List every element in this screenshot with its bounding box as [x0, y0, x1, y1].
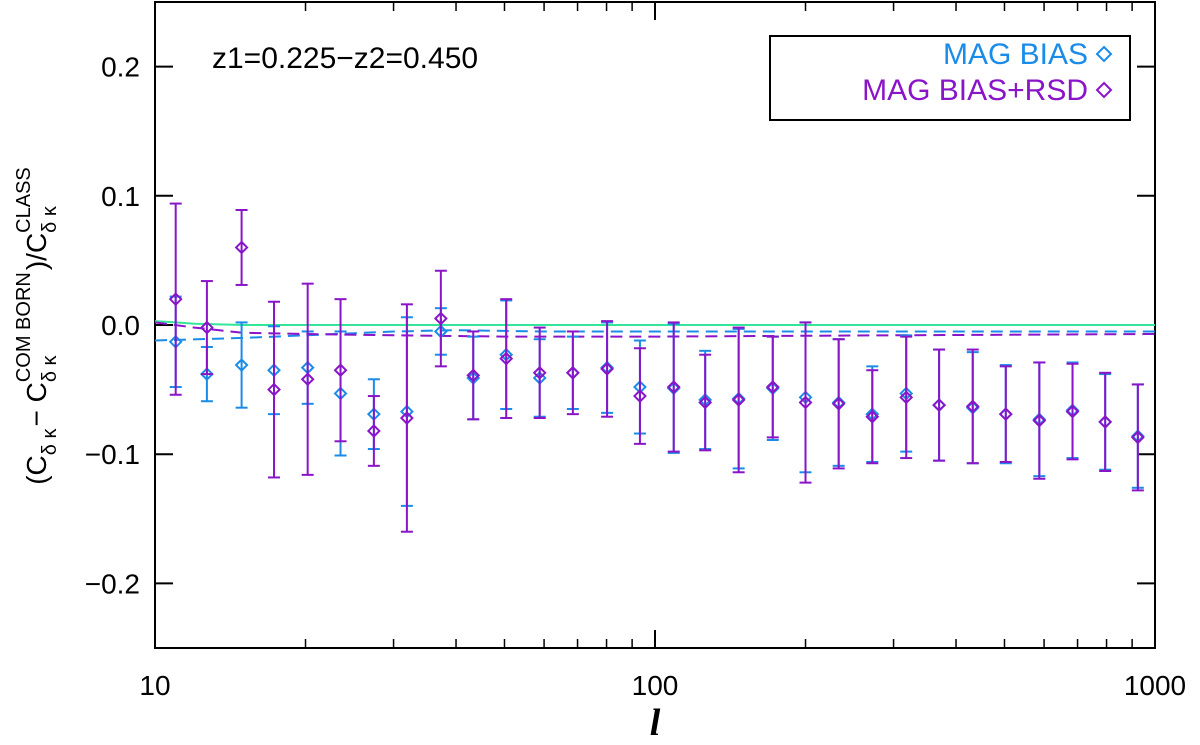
marker [633, 389, 647, 403]
marker [532, 365, 547, 380]
y-label-sub: δ κ [39, 428, 61, 456]
error-bar [866, 369, 879, 465]
error-bar [235, 209, 248, 286]
marker [765, 380, 780, 394]
marker [1032, 413, 1047, 428]
error-bar [1131, 383, 1144, 492]
x-tick-label: 100 [632, 670, 679, 701]
legend-label: MAG BIAS+RSD [862, 74, 1088, 107]
x-tick-label: 10 [139, 670, 170, 701]
reference-line [154, 320, 1155, 326]
marker [199, 320, 214, 335]
x-axis-label: l [650, 702, 661, 744]
error-bar [467, 330, 480, 421]
legend-box [769, 35, 1131, 121]
marker [433, 311, 448, 326]
y-label-text: (C [21, 455, 52, 485]
marker [466, 368, 481, 383]
y-label-text: )/C [21, 233, 52, 270]
marker [300, 372, 315, 387]
x-tick-label: 1000 [1124, 670, 1186, 701]
error-bar [633, 347, 646, 445]
y-label-sub: δ κ [39, 354, 61, 382]
marker [267, 382, 281, 397]
marker [600, 362, 615, 376]
marker [199, 367, 214, 382]
marker [499, 351, 514, 366]
y-tick-label: 0.1 [101, 181, 140, 212]
marker [998, 407, 1013, 422]
marker [1098, 414, 1113, 429]
error-bar [434, 269, 447, 368]
y-label-sup: COM BORN [13, 272, 35, 382]
reference-line [154, 329, 1155, 342]
marker [234, 240, 249, 255]
y-tick-label: −0.1 [85, 439, 140, 470]
marker [831, 396, 846, 411]
error-bar [367, 395, 380, 467]
error-bar [1066, 362, 1079, 461]
marker [899, 390, 914, 405]
error-bar [832, 338, 845, 470]
error-bar [400, 303, 413, 533]
marker [731, 393, 746, 407]
marker [666, 380, 681, 394]
marker [399, 411, 414, 425]
error-bar [235, 321, 248, 409]
y-tick-label: −0.2 [85, 568, 140, 599]
marker [234, 358, 249, 372]
error-bar [1033, 361, 1046, 480]
error-bar [533, 326, 546, 420]
marker [1130, 430, 1145, 445]
legend-label: MAG BIAS [943, 38, 1088, 71]
marker [168, 292, 183, 307]
error-bar [601, 320, 614, 418]
marker [798, 395, 813, 410]
y-tick-label: 0.2 [101, 52, 140, 83]
marker [366, 424, 381, 438]
annotation: z1=0.225−z2=0.450 [212, 42, 478, 75]
error-bar [900, 335, 913, 460]
error-bar [667, 321, 680, 453]
error-bar [566, 330, 579, 416]
error-bar [966, 348, 979, 465]
error-bar [1099, 371, 1112, 472]
legend-marker [1095, 81, 1113, 99]
error-bar [301, 282, 314, 476]
error-bar [999, 365, 1012, 463]
legend-marker [1095, 45, 1113, 63]
y-label-sub: δ κ [39, 205, 61, 233]
y-label-sup: CLASS [13, 167, 35, 233]
marker [865, 409, 880, 424]
marker [965, 399, 980, 414]
marker [932, 398, 947, 413]
y-tick-label: 0.0 [101, 310, 140, 341]
error-bar [799, 321, 812, 484]
error-bar [268, 300, 281, 479]
error-bar [500, 298, 513, 420]
marker [1065, 404, 1080, 419]
error-bar [933, 348, 946, 462]
marker [565, 365, 580, 380]
error-bar [334, 298, 347, 443]
marker [698, 395, 713, 410]
y-label-text: − C [21, 382, 52, 426]
marker [333, 363, 348, 378]
error-bar [732, 326, 745, 474]
error-bar [766, 335, 779, 439]
error-bar [200, 280, 213, 376]
error-bar [169, 202, 182, 396]
reference-line [154, 321, 1156, 338]
error-bar [699, 353, 712, 452]
